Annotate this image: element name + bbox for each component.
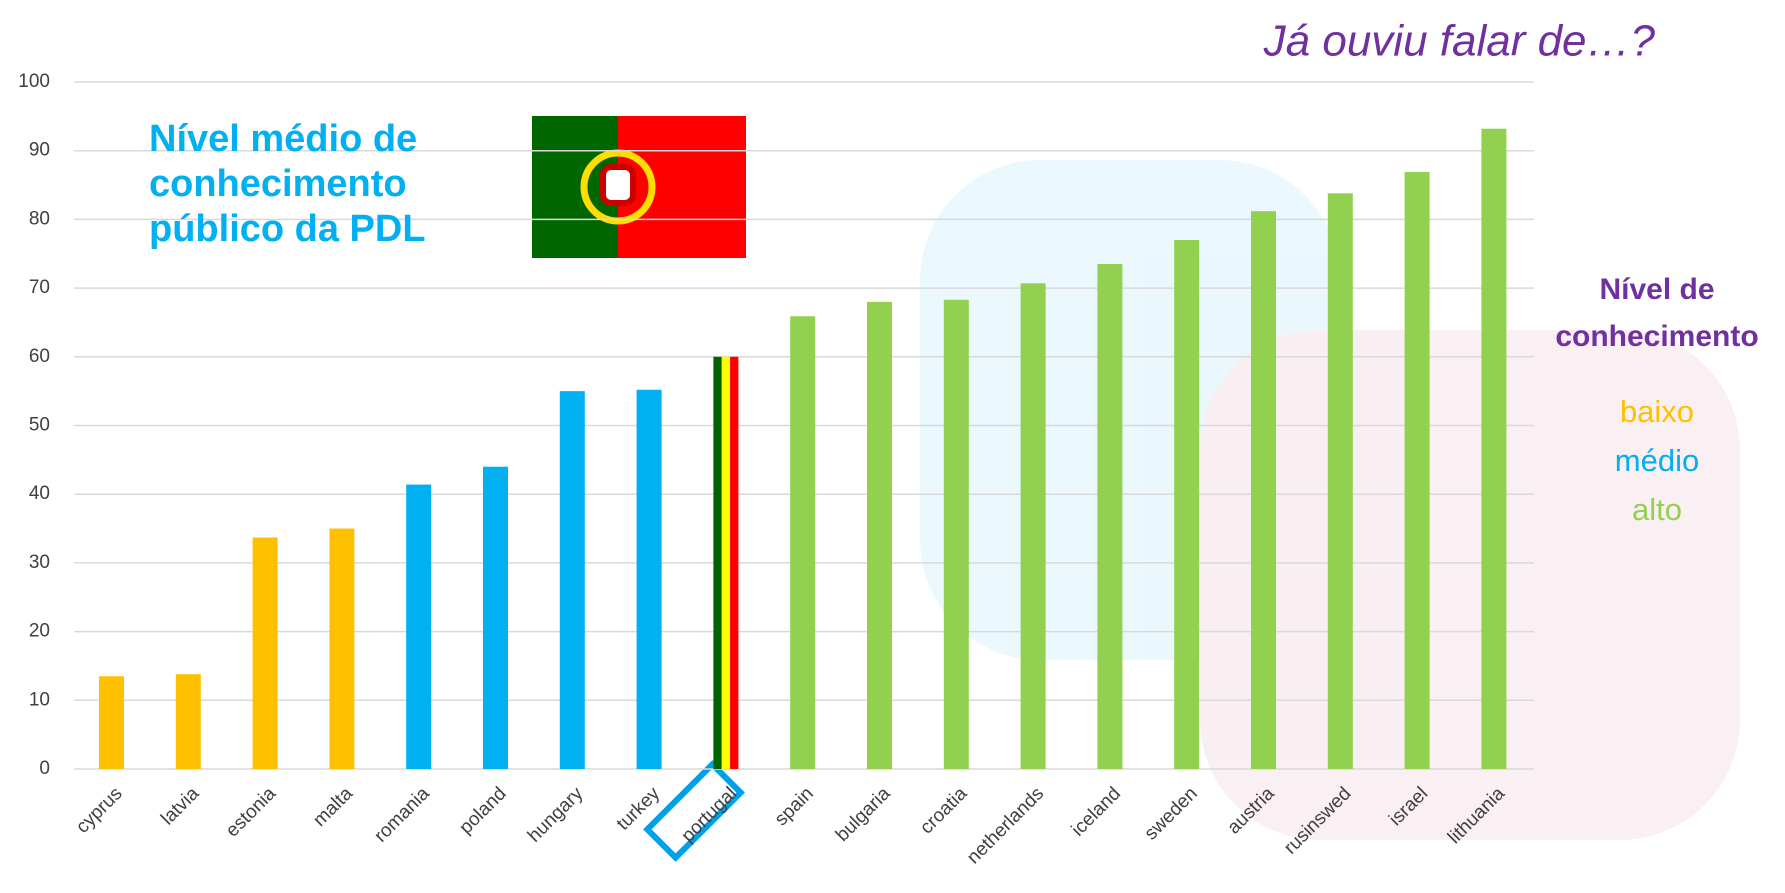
bar [1174, 240, 1200, 769]
y-tick-label: 70 [29, 277, 50, 298]
legend-entry: baixo [1620, 394, 1694, 429]
legend-entry: médio [1615, 443, 1699, 478]
y-tick-label: 90 [29, 140, 50, 161]
bar [790, 316, 816, 769]
bar [329, 528, 355, 769]
x-tick-label: hungary [524, 783, 588, 847]
x-tick-label: sweden [1141, 783, 1202, 844]
bar [1251, 211, 1276, 769]
legend-title: conhecimento [1555, 320, 1758, 353]
x-tick-label: latvia [157, 783, 204, 830]
x-tick-label: bulgaria [832, 783, 895, 846]
y-tick-label: 100 [18, 71, 50, 92]
bar [636, 389, 662, 769]
highlight-box [643, 760, 745, 862]
x-tick-label: turkey [613, 783, 665, 835]
x-tick-label: croatia [916, 783, 971, 838]
bar [1481, 128, 1507, 769]
chart-title: Nível médio de [149, 118, 417, 160]
bar [1020, 283, 1046, 769]
bar [252, 537, 278, 769]
bar [943, 299, 969, 769]
y-tick-label: 20 [29, 621, 50, 642]
bar [1327, 193, 1353, 769]
y-tick-label: 10 [29, 689, 50, 710]
y-tick-label: 60 [29, 346, 50, 367]
x-tick-label: iceland [1068, 783, 1125, 840]
y-tick-label: 30 [29, 552, 50, 573]
bar [175, 674, 201, 769]
bar-stripe [730, 356, 739, 769]
chart-title: público da PDL [149, 208, 426, 250]
bar [483, 466, 508, 769]
bar [1404, 171, 1430, 769]
legend-title: Nível de [1599, 273, 1714, 306]
x-tick-label: estonia [222, 783, 280, 841]
chart-title: conhecimento [149, 163, 407, 205]
bar [867, 301, 892, 769]
bar [1097, 264, 1123, 769]
x-tick-label: cyprus [72, 783, 126, 837]
y-tick-label: 80 [29, 208, 50, 229]
x-tick-label: romania [370, 783, 434, 847]
bar [713, 356, 739, 769]
x-tick-label: spain [771, 783, 818, 830]
y-tick-label: 40 [29, 483, 50, 504]
portugal-flag [532, 116, 746, 258]
bar-stripe [713, 356, 722, 769]
bar-stripe [721, 356, 731, 769]
x-tick-label: netherlands [963, 783, 1048, 868]
y-tick-label: 0 [39, 758, 50, 779]
x-tick-label: malta [309, 783, 357, 831]
bar [99, 676, 124, 769]
bar [559, 391, 585, 769]
legend-entry: alto [1632, 492, 1682, 527]
x-tick-label: poland [455, 783, 510, 838]
subtitle: Já ouviu falar de…? [1263, 17, 1656, 66]
bar [406, 484, 432, 769]
y-tick-label: 50 [29, 415, 50, 436]
